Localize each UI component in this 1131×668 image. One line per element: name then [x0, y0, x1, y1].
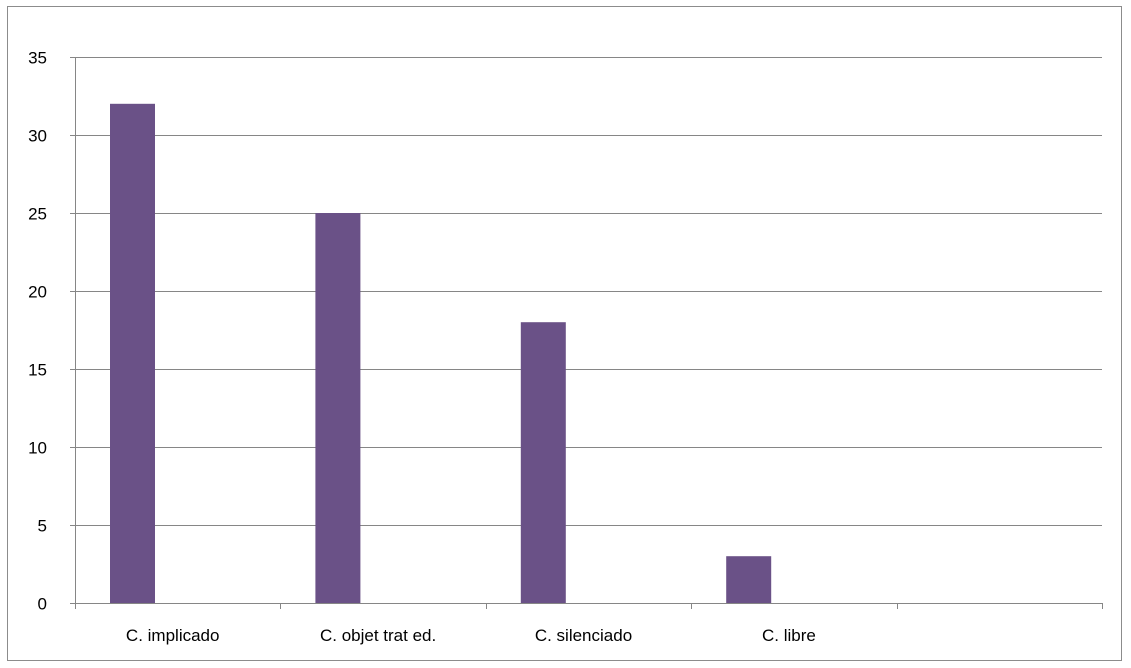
- gridlines: [75, 57, 1102, 526]
- bar: [726, 556, 772, 603]
- bar: [315, 213, 361, 603]
- x-category-label: C. silenciado: [535, 626, 632, 645]
- y-tick-label: 20: [28, 283, 47, 302]
- bar: [520, 322, 566, 603]
- bars: [110, 103, 772, 604]
- bar: [110, 103, 155, 604]
- y-tick-label: 25: [28, 205, 47, 224]
- x-category-label: C. objet trat ed.: [320, 626, 436, 645]
- x-category-label: C. implicado: [126, 626, 220, 645]
- y-tick-label: 15: [28, 361, 47, 380]
- x-category-label: C. libre: [762, 626, 816, 645]
- y-tick-label: 0: [38, 595, 47, 614]
- y-tick-label: 35: [28, 49, 47, 68]
- y-tick-label: 10: [28, 439, 47, 458]
- y-tick-label: 5: [38, 517, 47, 536]
- y-tick-label: 30: [28, 127, 47, 146]
- tick-labels: 0 5 10 15 20 25 30 35 C. implicado C. objet trat …: [28, 49, 816, 646]
- axes: [70, 57, 1103, 609]
